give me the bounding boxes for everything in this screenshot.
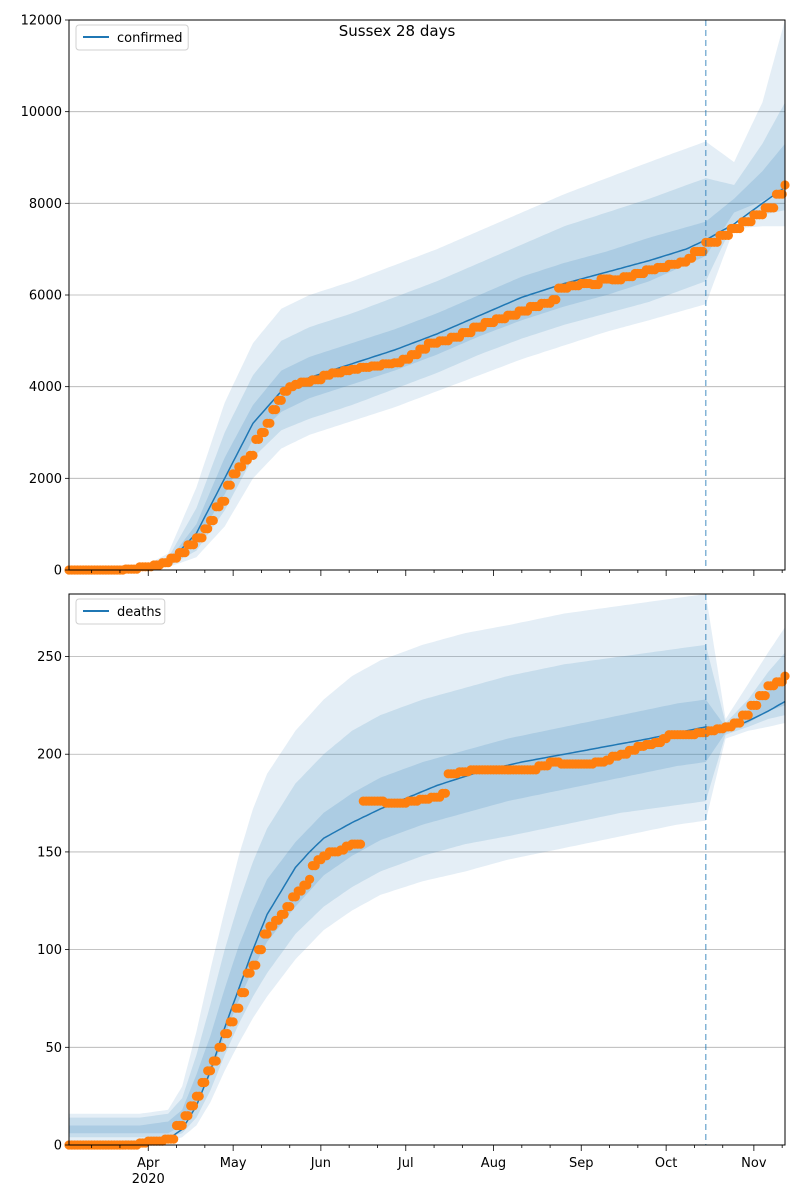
plot-frame xyxy=(68,593,786,1146)
observed-point xyxy=(285,902,295,912)
observed-point xyxy=(259,427,269,438)
observed-point xyxy=(757,210,768,220)
observed-point xyxy=(203,524,213,534)
observed-point xyxy=(746,217,756,227)
y-tick-label: 10000 xyxy=(21,105,62,120)
confirmed-panel: 0 2000 4000 6000 8000 10000 12000 confirmed xyxy=(21,14,790,579)
x-tick-label: Sep xyxy=(569,1156,594,1171)
uncertainty-band xyxy=(69,594,785,1142)
observed-point xyxy=(251,960,261,970)
y-tick-label: 0 xyxy=(54,564,62,579)
chart-title: Sussex 28 days xyxy=(339,22,456,40)
x-tick-label: 2020 xyxy=(132,1172,165,1187)
observed-point xyxy=(551,295,561,305)
observed-point xyxy=(254,434,264,444)
observed-point xyxy=(222,1029,233,1039)
x-tick-label: Apr xyxy=(137,1156,160,1171)
y-tick-label: 12000 xyxy=(21,14,62,29)
legend-label: confirmed xyxy=(117,31,183,46)
observed-point xyxy=(271,405,281,415)
observed-point xyxy=(237,462,247,472)
legend-box xyxy=(75,598,166,625)
y-tick-label: 100 xyxy=(37,943,62,958)
observed-point xyxy=(245,968,255,978)
observed-point xyxy=(188,540,199,550)
legend-box xyxy=(75,24,189,51)
y-tick-label: 200 xyxy=(37,748,62,763)
x-tick-label: Nov xyxy=(741,1156,767,1171)
observed-point xyxy=(723,230,734,240)
observed-point xyxy=(256,945,266,955)
x-tick-label: Oct xyxy=(655,1156,677,1171)
x-tick-label: May xyxy=(220,1156,247,1171)
observed-point xyxy=(262,929,272,939)
observed-point xyxy=(276,395,286,405)
observed-point xyxy=(188,1101,199,1111)
observed-point xyxy=(769,203,779,213)
observed-point xyxy=(440,788,450,798)
y-tick-label: 6000 xyxy=(29,289,62,304)
y-tick-label: 8000 xyxy=(29,197,62,212)
observed-point xyxy=(180,548,190,558)
observed-point xyxy=(231,469,241,479)
observed-point xyxy=(248,450,258,460)
observed-point xyxy=(228,1017,238,1027)
uncertainty-band xyxy=(69,143,785,571)
observed-point xyxy=(752,700,762,711)
observed-point xyxy=(205,1066,216,1076)
uncertainty-band xyxy=(69,676,785,1134)
y-tick-label: 150 xyxy=(37,845,62,860)
observed-point xyxy=(208,515,218,526)
observed-point xyxy=(743,710,753,720)
observed-point xyxy=(177,1120,187,1131)
uncertainty-band xyxy=(69,644,785,1138)
observed-point xyxy=(169,1134,179,1144)
observed-point xyxy=(355,839,366,849)
observed-point xyxy=(183,1111,193,1121)
observed-point xyxy=(234,1003,244,1013)
x-tick-label: Jul xyxy=(397,1156,414,1171)
legend-label: deaths xyxy=(117,605,162,620)
y-tick-label: 250 xyxy=(37,650,62,665)
y-tick-label: 50 xyxy=(45,1041,62,1056)
y-tick-label: 2000 xyxy=(29,472,62,487)
observed-point xyxy=(265,418,275,428)
observed-point xyxy=(225,480,235,490)
observed-point xyxy=(211,1056,221,1066)
observed-point xyxy=(217,1042,227,1052)
y-tick-label: 0 xyxy=(54,1139,62,1154)
observed-point xyxy=(712,237,722,247)
observed-point xyxy=(220,496,230,506)
observed-point xyxy=(279,909,289,920)
observed-point xyxy=(194,1091,204,1101)
observed-point xyxy=(200,1077,210,1088)
observed-point xyxy=(197,533,207,543)
observed-point xyxy=(735,718,745,728)
y-tick-label: 4000 xyxy=(29,380,62,395)
observed-point xyxy=(239,988,250,998)
observed-point xyxy=(305,874,315,884)
x-tick-label: Jun xyxy=(310,1156,331,1171)
observed-point xyxy=(760,691,770,701)
x-tick-label: Aug xyxy=(481,1156,506,1171)
